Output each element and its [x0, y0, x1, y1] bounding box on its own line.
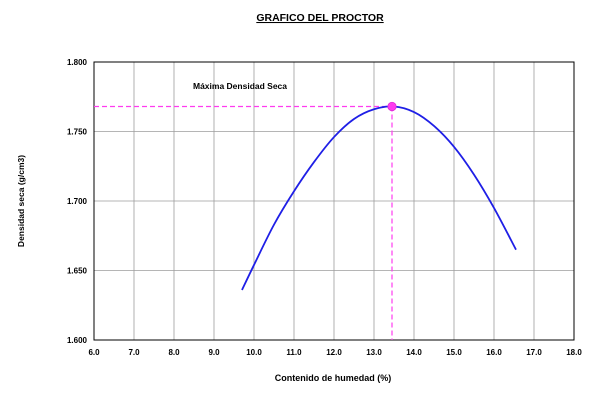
- x-tick-label: 8.0: [168, 348, 180, 357]
- y-axis-label: Densidad seca (g/cm3): [16, 155, 26, 247]
- y-tick-label: 1.650: [67, 267, 88, 276]
- y-tick-label: 1.600: [67, 336, 88, 345]
- series-layer: [241, 101, 517, 291]
- x-tick-label: 6.0: [88, 348, 100, 357]
- max-density-guides: [94, 105, 393, 340]
- x-tick-label: 11.0: [286, 348, 302, 357]
- tick-labels: 6.0 7.0 8.0 9.0 10.0 11.0 12.0 13.0 14.0 15.0 16.0…: [67, 58, 582, 357]
- y-tick-label: 1.750: [67, 128, 88, 137]
- y-tick-label: 1.700: [67, 197, 88, 206]
- y-tick-label: 1.800: [67, 58, 88, 67]
- chart-title: GRAFICO DEL PROCTOR: [256, 12, 384, 24]
- x-tick-label: 14.0: [406, 348, 422, 357]
- max-density-point: [387, 101, 397, 112]
- x-tick-label: 16.0: [486, 348, 502, 357]
- x-tick-label: 13.0: [366, 348, 382, 357]
- x-tick-label: 18.0: [566, 348, 582, 357]
- x-tick-label: 9.0: [208, 348, 220, 357]
- plot-frame: [93, 61, 575, 341]
- x-tick-label: 10.0: [246, 348, 262, 357]
- x-tick-label: 7.0: [128, 348, 140, 357]
- x-tick-label: 15.0: [446, 348, 462, 357]
- proctor-curve: [241, 105, 517, 291]
- x-axis-label: Contenido de humedad (%): [275, 373, 392, 383]
- grid-lines: [94, 62, 574, 340]
- x-tick-label: 12.0: [326, 348, 342, 357]
- x-tick-label: 17.0: [526, 348, 542, 357]
- max-density-label: Máxima Densidad Seca: [193, 81, 287, 91]
